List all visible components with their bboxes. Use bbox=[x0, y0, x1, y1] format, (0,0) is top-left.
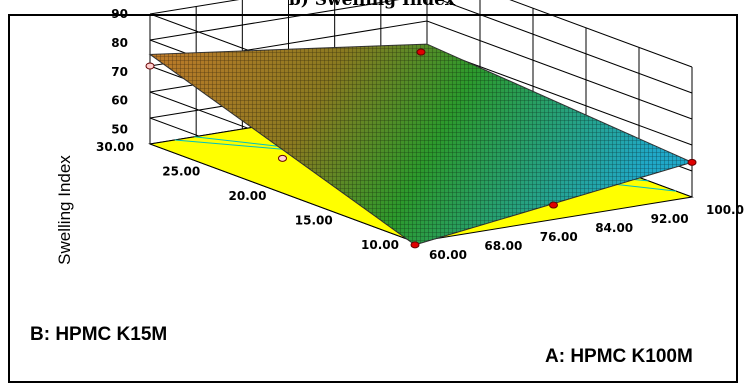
y-tick-label: 25.00 bbox=[162, 165, 200, 179]
y-tick-label: 20.00 bbox=[229, 189, 267, 203]
design-point bbox=[410, 241, 420, 249]
design-point bbox=[687, 158, 697, 166]
y-tick-label: 15.00 bbox=[295, 214, 333, 228]
design-point bbox=[549, 201, 558, 209]
z-tick-label: 90 bbox=[111, 7, 128, 21]
x-tick-label: 100.00 bbox=[706, 203, 744, 217]
design-point bbox=[416, 48, 426, 56]
y-tick-label: 10.00 bbox=[361, 238, 399, 252]
design-point bbox=[145, 62, 155, 70]
y-tick-label: 30.00 bbox=[96, 140, 134, 154]
y-axis-label: B: HPMC K15M bbox=[30, 324, 167, 345]
x-tick-label: 92.00 bbox=[651, 212, 689, 226]
x-tick-label: 76.00 bbox=[540, 230, 578, 244]
figure-title: b) Swelling Index bbox=[288, 0, 456, 10]
x-tick-label: 68.00 bbox=[484, 239, 522, 253]
z-tick-label: 60 bbox=[111, 94, 128, 108]
x-axis-label: A: HPMC K100M bbox=[545, 346, 693, 367]
z-axis-label: Swelling Index bbox=[55, 155, 74, 265]
grid-line bbox=[149, 0, 693, 94]
design-point bbox=[278, 154, 287, 162]
z-tick-label: 80 bbox=[111, 36, 128, 50]
x-tick-label: 84.00 bbox=[595, 221, 633, 235]
z-tick-label: 50 bbox=[111, 123, 128, 137]
x-tick-label: 60.00 bbox=[429, 248, 467, 262]
grid-line bbox=[149, 0, 693, 68]
surface-mesh bbox=[150, 44, 692, 245]
z-tick-label: 70 bbox=[111, 65, 128, 79]
